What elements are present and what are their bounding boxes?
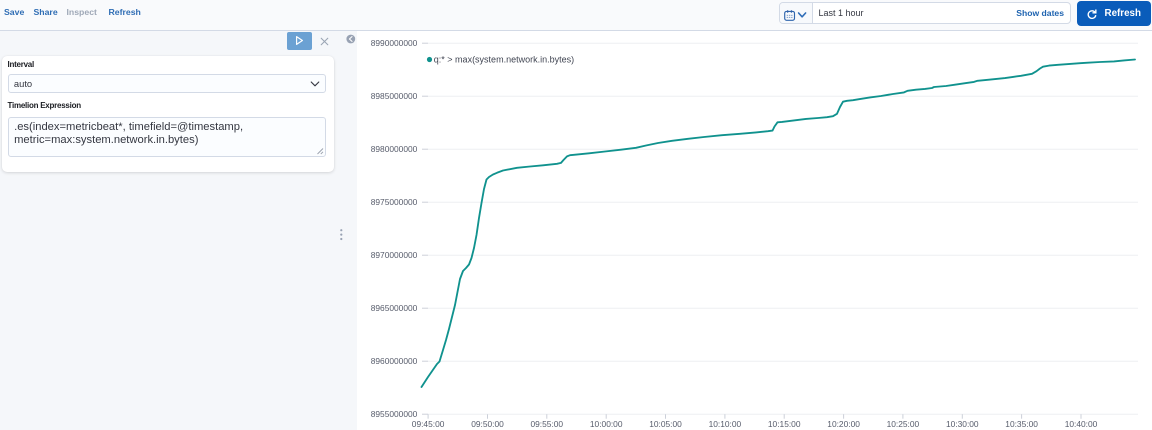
svg-text:8955000000: 8955000000: [371, 409, 418, 419]
svg-text:09:45:00: 09:45:00: [412, 419, 445, 429]
svg-text:8980000000: 8980000000: [371, 144, 418, 154]
svg-text:10:25:00: 10:25:00: [887, 419, 920, 429]
svg-text:10:05:00: 10:05:00: [649, 419, 682, 429]
svg-text:10:15:00: 10:15:00: [768, 419, 801, 429]
svg-text:q:* > max(system.network.in.by: q:* > max(system.network.in.bytes): [434, 55, 574, 65]
svg-text:10:20:00: 10:20:00: [827, 419, 860, 429]
svg-text:09:50:00: 09:50:00: [471, 419, 504, 429]
svg-text:8965000000: 8965000000: [371, 303, 418, 313]
svg-text:8990000000: 8990000000: [371, 38, 418, 48]
svg-text:10:10:00: 10:10:00: [709, 419, 742, 429]
svg-text:09:55:00: 09:55:00: [530, 419, 563, 429]
svg-text:10:30:00: 10:30:00: [946, 419, 979, 429]
svg-text:8960000000: 8960000000: [371, 356, 418, 366]
svg-text:10:00:00: 10:00:00: [590, 419, 623, 429]
svg-text:8975000000: 8975000000: [371, 197, 418, 207]
svg-text:8970000000: 8970000000: [371, 250, 418, 260]
svg-text:10:35:00: 10:35:00: [1005, 419, 1038, 429]
svg-text:10:40:00: 10:40:00: [1065, 419, 1098, 429]
svg-text:8985000000: 8985000000: [371, 91, 418, 101]
